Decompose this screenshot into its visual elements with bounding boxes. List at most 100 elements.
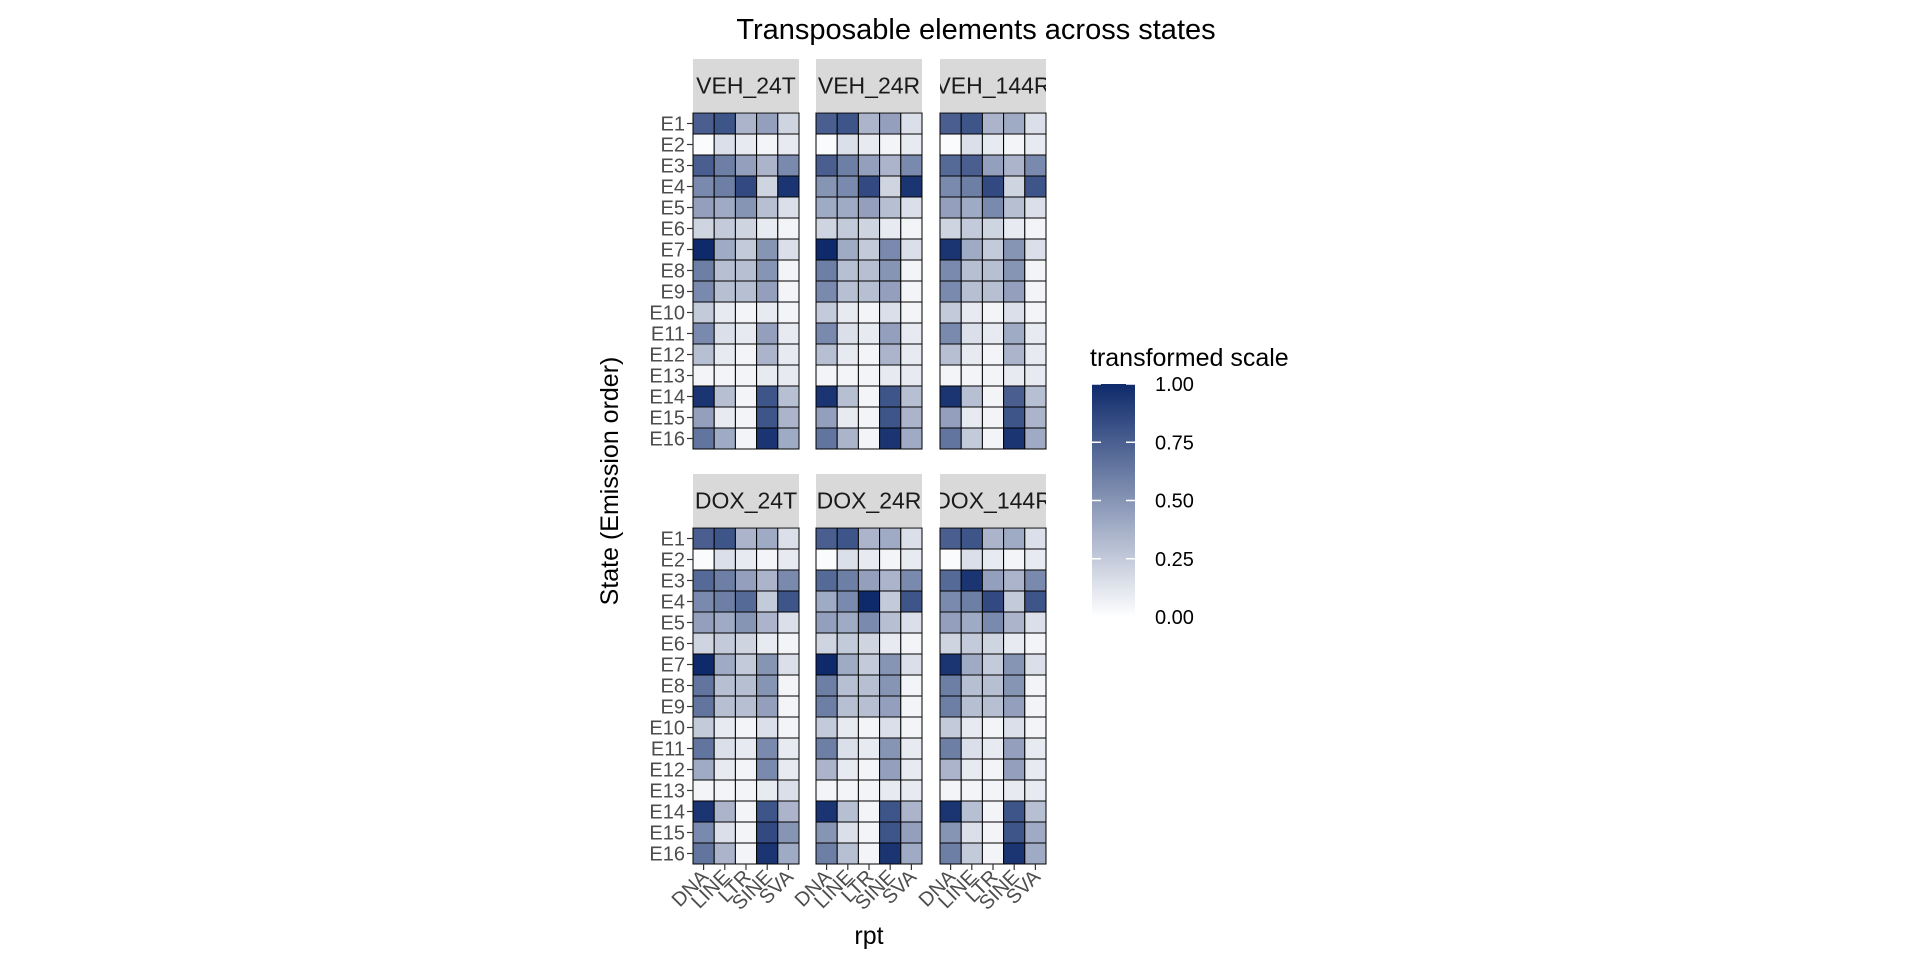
heatmap-cell [756,527,779,550]
y-tick-label: E15 [649,408,685,430]
y-tick-label: E5 [661,613,685,635]
heatmap-cell [939,196,962,219]
heatmap-cell [692,217,715,240]
heatmap-cell [713,569,736,592]
heatmap-cell [734,548,758,571]
heatmap-cell [713,364,736,387]
heatmap-cell [981,154,1005,177]
heatmap-cell [1003,758,1026,781]
heatmap-cell [1003,175,1026,198]
heatmap-cell [713,343,736,366]
heatmap-cell [879,800,902,823]
heatmap-cell [756,427,779,450]
y-tick-label: E16 [649,844,685,866]
heatmap-cell [939,322,962,345]
heatmap-cell [777,133,800,156]
heatmap-cell [960,343,983,366]
heatmap-cell [981,112,1005,135]
heatmap-cell [777,674,800,697]
heatmap-cell [1003,343,1026,366]
heatmap-cell [939,737,962,760]
facet-strip [693,474,799,527]
heatmap-cell [900,569,923,592]
heatmap-cell [960,548,983,571]
heatmap-cell [836,406,859,429]
y-tick-label: E1 [661,114,685,136]
heatmap-cell [1003,527,1026,550]
heatmap-cell [960,590,983,613]
heatmap-cell [939,590,962,613]
heatmap-cell [1024,154,1047,177]
heatmap-cell [734,758,758,781]
heatmap-cell [777,280,800,303]
heatmap-cell [836,196,859,219]
heatmap-cell [857,217,881,240]
heatmap-cell [981,590,1005,613]
heatmap-cell [836,280,859,303]
heatmap-cell [879,758,902,781]
heatmap-cell [857,112,881,135]
heatmap-cell [1024,674,1047,697]
heatmap-cell [900,280,923,303]
heatmap-cell [939,133,962,156]
heatmap-cell [981,821,1005,844]
heatmap-cell [1024,758,1047,781]
heatmap-cell [734,427,758,450]
x-axis-title: rpt [854,922,883,950]
y-tick-label: E2 [661,135,685,157]
heatmap-cell [1024,133,1047,156]
heatmap-cell [815,800,838,823]
heatmap-cell [939,821,962,844]
heatmap-cell [1003,800,1026,823]
heatmap-cell [734,674,758,697]
heatmap-cell [981,548,1005,571]
heatmap-cell [1024,238,1047,261]
heatmap-cell [692,301,715,324]
heatmap-cell [879,590,902,613]
heatmap-cell [939,569,962,592]
facet-strip-label: DOX_24R [817,488,922,514]
heatmap-cell [836,217,859,240]
heatmap-cell [756,737,779,760]
heatmap-cell [900,364,923,387]
heatmap-cell [756,674,779,697]
heatmap-cell [857,590,881,613]
heatmap-cell [981,737,1005,760]
heatmap-cell [836,527,859,550]
heatmap-cell [815,364,838,387]
heatmap-cell [900,758,923,781]
heatmap-cell [879,674,902,697]
heatmap-cell [960,737,983,760]
heatmap-cell [981,427,1005,450]
heatmap-cell [1024,842,1047,865]
heatmap-cell [981,779,1005,802]
facet-strip [816,474,922,527]
heatmap-cell [734,611,758,634]
heatmap-cell [815,716,838,739]
heatmap-cell [879,842,902,865]
heatmap-cell [734,238,758,261]
heatmap-cell [879,427,902,450]
heatmap-cell [1024,611,1047,634]
heatmap-cell [756,758,779,781]
heatmap-cell [734,301,758,324]
heatmap-cell [734,569,758,592]
heatmap-cell [713,301,736,324]
heatmap-cell [879,112,902,135]
heatmap-cell [815,779,838,802]
y-tick-label: E3 [661,156,685,178]
facet-strip-label: DOX_24T [695,488,797,514]
heatmap-cell [815,653,838,676]
heatmap-cell [734,842,758,865]
heatmap-cell [777,217,800,240]
heatmap-cell [981,196,1005,219]
heatmap-cell [1003,737,1026,760]
heatmap-cell [734,653,758,676]
heatmap-cell [900,133,923,156]
heatmap-cell [1024,737,1047,760]
heatmap-cell [879,196,902,219]
y-tick-label: E11 [651,739,685,761]
heatmap-cell [815,674,838,697]
heatmap-cell [900,175,923,198]
